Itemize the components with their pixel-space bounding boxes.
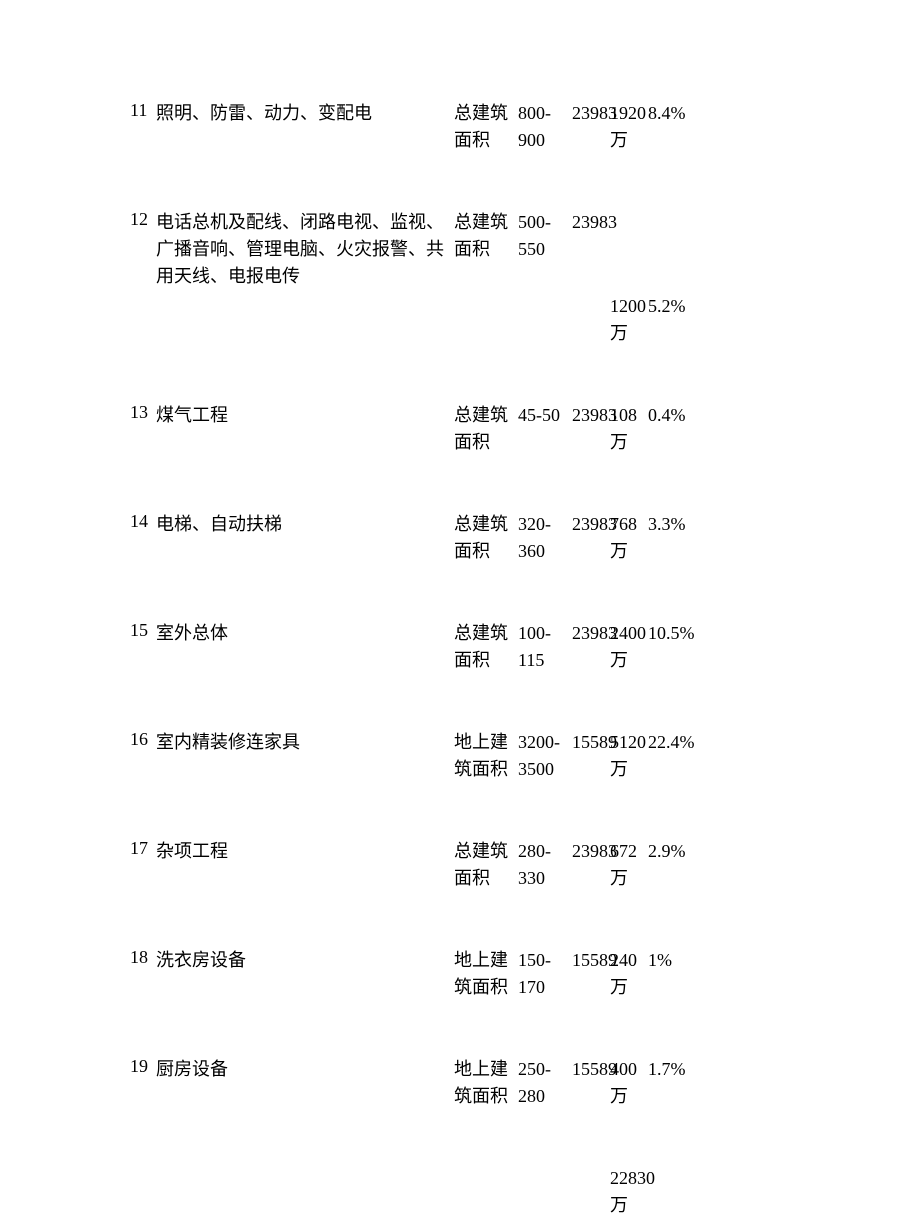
table-row: 11 照明、防雷、动力、变配电 总建筑面积 800-900 23983 1920…: [130, 100, 790, 154]
row-name: 厨房设备: [156, 1056, 454, 1083]
row-name: 洗衣房设备: [156, 947, 454, 974]
row-pct: 1.7%: [648, 1056, 688, 1083]
row-area: 总建筑面积: [454, 402, 518, 456]
row-area: 地上建筑面积: [454, 729, 518, 783]
row-range: 250-280: [518, 1056, 572, 1110]
row-qty: 23983: [572, 511, 610, 538]
row-range: 800-900: [518, 100, 572, 154]
table-row: 12 电话总机及配线、闭路电视、监视、广播音响、管理电脑、火灾报警、共用天线、电…: [130, 209, 790, 290]
row-range: 45-50: [518, 402, 572, 429]
row-number: 17: [130, 838, 156, 859]
row-range: 150-170: [518, 947, 572, 1001]
row-pct: 1%: [648, 947, 688, 974]
row-name: 煤气工程: [156, 402, 454, 429]
row-qty: 23983: [572, 402, 610, 429]
row-area: 总建筑面积: [454, 620, 518, 674]
row-pct: 22.4%: [648, 729, 688, 756]
row-qty: 23983: [572, 100, 610, 127]
row-qty: 23983: [572, 209, 610, 236]
row-area: 总建筑面积: [454, 209, 518, 263]
row-name: 杂项工程: [156, 838, 454, 865]
row-cost: 768万: [610, 511, 648, 565]
row-cost: 2400万: [610, 620, 648, 674]
table-row: 18 洗衣房设备 地上建筑面积 150-170 15589 240万 1%: [130, 947, 790, 1001]
row12-extra: 1200万 5.2%: [130, 293, 790, 347]
row-pct: 2.9%: [648, 838, 688, 865]
row-number: 12: [130, 209, 156, 230]
row-name: 照明、防雷、动力、变配电: [156, 100, 454, 127]
row-name: 电话总机及配线、闭路电视、监视、广播音响、管理电脑、火灾报警、共用天线、电报电传: [156, 209, 454, 290]
row-number: 14: [130, 511, 156, 532]
row-number: 16: [130, 729, 156, 750]
row-cost: 5120万: [610, 729, 648, 783]
row-name: 电梯、自动扶梯: [156, 511, 454, 538]
row-area: 总建筑面积: [454, 100, 518, 154]
row-area: 地上建筑面积: [454, 1056, 518, 1110]
row-number: 13: [130, 402, 156, 423]
row-qty: 15589: [572, 1056, 610, 1083]
table-row: 17 杂项工程 总建筑面积 280-330 23983 672万 2.9%: [130, 838, 790, 892]
row-number: 19: [130, 1056, 156, 1077]
row-number: 15: [130, 620, 156, 641]
row-area: 总建筑面积: [454, 511, 518, 565]
row-range: 500-550: [518, 209, 572, 263]
table-row: 13 煤气工程 总建筑面积 45-50 23983 108万 0.4%: [130, 402, 790, 456]
row-pct: 0.4%: [648, 402, 688, 429]
row-cost: 400万: [610, 1056, 648, 1110]
row-number: 18: [130, 947, 156, 968]
row-range: 320-360: [518, 511, 572, 565]
row-name: 室内精装修连家具: [156, 729, 454, 756]
row-qty: 23983: [572, 620, 610, 647]
row-qty: 15589: [572, 729, 610, 756]
row12-pct: 5.2%: [648, 293, 688, 347]
total-cost: 22830万: [610, 1165, 648, 1219]
row-qty: 15589: [572, 947, 610, 974]
table-row: 14 电梯、自动扶梯 总建筑面积 320-360 23983 768万 3.3%: [130, 511, 790, 565]
row-cost: 240万: [610, 947, 648, 1001]
row-range: 3200-3500: [518, 729, 572, 783]
row-qty: 23983: [572, 838, 610, 865]
table-row: 16 室内精装修连家具 地上建筑面积 3200-3500 15589 5120万…: [130, 729, 790, 783]
row12-cost: 1200万: [610, 293, 648, 347]
row-range: 100-115: [518, 620, 572, 674]
table-row: 19 厨房设备 地上建筑面积 250-280 15589 400万 1.7%: [130, 1056, 790, 1110]
row-cost: 1920万: [610, 100, 648, 154]
table-row: 15 室外总体 总建筑面积 100-115 23983 2400万 10.5%: [130, 620, 790, 674]
row-pct: 10.5%: [648, 620, 688, 647]
row-pct: 8.4%: [648, 100, 688, 127]
row-cost: 672万: [610, 838, 648, 892]
total-row: 22830万: [130, 1165, 790, 1219]
row-range: 280-330: [518, 838, 572, 892]
row-area: 总建筑面积: [454, 838, 518, 892]
row-area: 地上建筑面积: [454, 947, 518, 1001]
row-number: 11: [130, 100, 156, 121]
row-pct: 3.3%: [648, 511, 688, 538]
row-name: 室外总体: [156, 620, 454, 647]
row-cost: 108万: [610, 402, 648, 456]
